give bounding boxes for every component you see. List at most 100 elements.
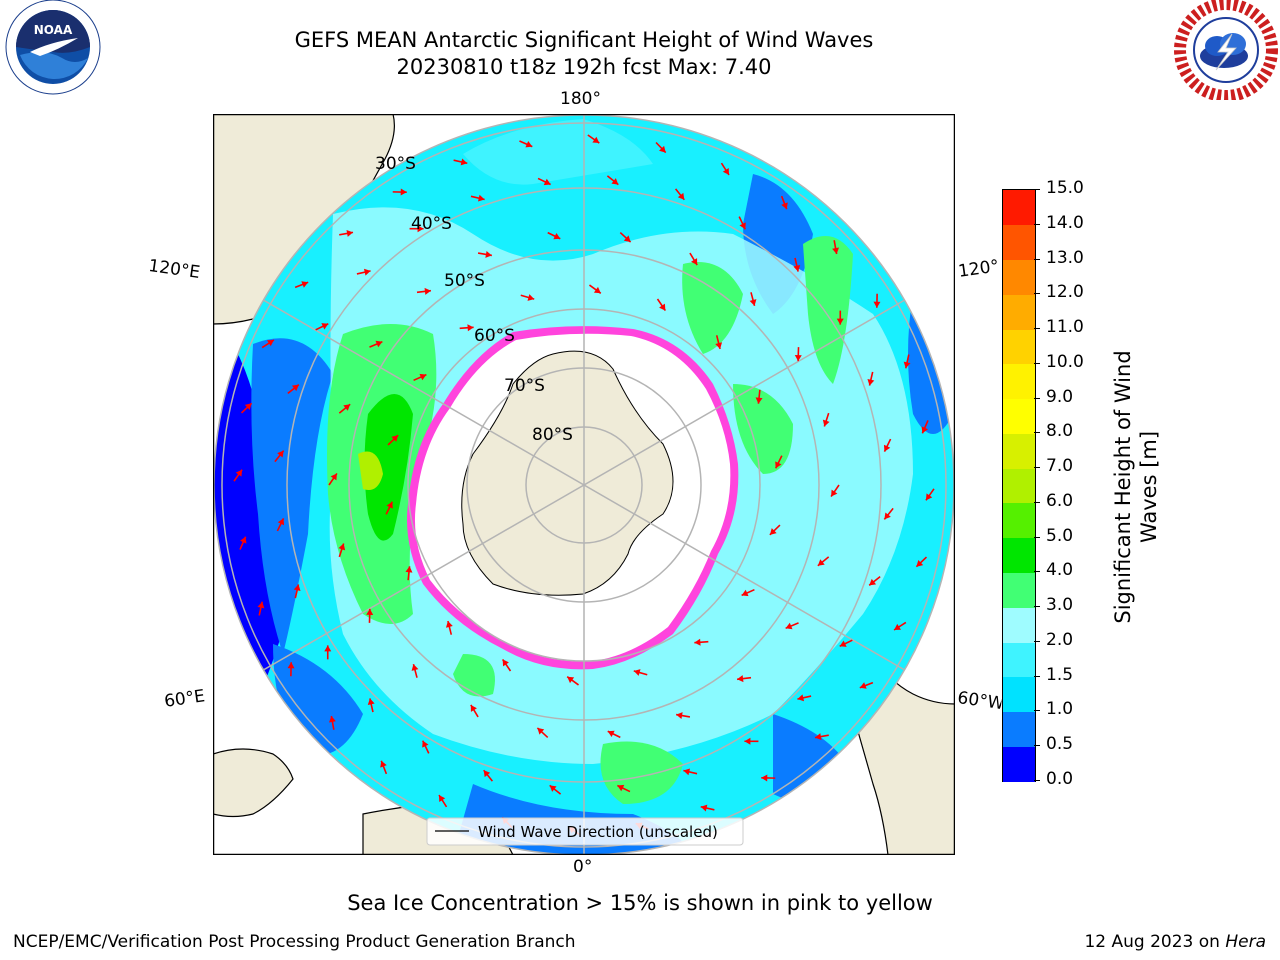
wave-arrow-head — [755, 397, 763, 404]
wave-arrow-head — [321, 323, 329, 330]
wave-arrow-head — [502, 659, 509, 667]
colorbar-tick-label: 0.0 — [1046, 769, 1074, 789]
wave-arrow-head — [859, 682, 867, 689]
wave-arrow-head — [839, 640, 847, 647]
wave-arrow-head — [277, 450, 284, 458]
map-subtitle: 20230810 t18z 192h fcst Max: 7.40 — [396, 55, 772, 79]
lat-label-30: 30°S — [375, 154, 416, 174]
colorbar-tick-mark — [1034, 293, 1040, 295]
lon-label-120w: 120° — [957, 256, 1001, 282]
colorbar-tick-label: 10.0 — [1046, 351, 1084, 372]
wave-arrow-head — [761, 774, 768, 782]
wave-arrow-head — [883, 444, 891, 452]
colorbar-tick-mark — [1034, 258, 1040, 260]
wave-arrow-head — [445, 621, 453, 628]
wave-arrow-head — [677, 192, 685, 200]
wave-arrow-head — [483, 770, 491, 778]
colorbar-tick-mark — [1034, 606, 1040, 608]
colorbar-label: Significant Height of Wind Waves [m] — [1104, 337, 1164, 637]
wave-arrow-head — [659, 145, 666, 153]
wave-arrow-head — [400, 188, 407, 196]
wave-arrow-head — [240, 536, 247, 544]
wave-arrow-head — [460, 158, 468, 166]
colorbar-tick-label: 12.0 — [1046, 282, 1084, 303]
colorbar-tick-label: 0.5 — [1046, 734, 1074, 755]
wave-arrow-head — [611, 178, 619, 185]
wave-arrow-head — [287, 662, 295, 669]
wave-arrow-head — [375, 340, 383, 348]
colorbar-segment — [1003, 190, 1035, 226]
wave-arrow-head — [873, 301, 881, 308]
colorbar-segment — [1003, 641, 1035, 678]
colorbar-segment — [1003, 468, 1035, 504]
colorbar-tick-mark — [1034, 745, 1040, 747]
colorbar-tick-mark — [1034, 328, 1040, 330]
colorbar-tick-mark — [1034, 501, 1040, 503]
wave-arrow-head — [694, 638, 701, 646]
wave-arrow-head — [257, 601, 265, 609]
wave-arrow-head — [691, 258, 698, 266]
wave-arrow-head — [832, 247, 840, 255]
colorbar-segment — [1003, 676, 1035, 713]
lat-label-50: 50°S — [444, 271, 485, 291]
wave-arrow-head — [925, 493, 933, 501]
colorbar-tick-label: 6.0 — [1046, 490, 1074, 511]
wave-arrow-head — [366, 608, 374, 615]
wave-arrow-head — [553, 232, 561, 240]
noaa-logo: NOAA — [0, 0, 110, 100]
colorbar-tick-mark — [1034, 397, 1040, 399]
wave-arrow-head — [411, 664, 419, 671]
wave-arrow-head — [543, 178, 551, 186]
lat-label-40: 40°S — [411, 214, 452, 234]
colorbar-tick-label: 2.0 — [1046, 629, 1074, 650]
wave-arrow-head — [744, 737, 751, 745]
wave-arrow-head — [737, 675, 744, 683]
wave-arrow-head — [785, 622, 793, 630]
colorbar-tick-label: 14.0 — [1046, 212, 1084, 233]
wave-arrow-head — [291, 384, 299, 392]
svg-text:NOAA: NOAA — [34, 23, 73, 37]
wave-arrow-head — [424, 287, 431, 295]
wave-arrow-head — [633, 669, 641, 676]
colorbar-segment — [1003, 363, 1035, 400]
colorbar — [1002, 189, 1036, 782]
wave-arrow-head — [537, 727, 545, 735]
wave-arrow-head — [916, 560, 924, 567]
colorbar-label-line1: Significant Height of Wind — [1111, 350, 1135, 623]
lon-label-0: 0° — [573, 857, 593, 877]
wave-arrow-head — [741, 589, 749, 597]
colorbar-segment — [1003, 259, 1035, 295]
wave-arrow-head — [739, 222, 746, 230]
wave-arrow-head — [343, 404, 351, 411]
lon-label-60e: 60°E — [163, 686, 207, 712]
wave-arrow-head — [405, 566, 413, 573]
colorbar-tick-mark — [1034, 571, 1040, 573]
wave-arrow-head — [814, 733, 822, 741]
lat-label-60: 60°S — [474, 326, 515, 346]
colorbar-segment — [1003, 224, 1035, 261]
wave-arrow-head — [869, 578, 877, 586]
colorbar-tick-mark — [1034, 675, 1040, 677]
colorbar-tick-mark — [1034, 536, 1040, 538]
wave-arrow-head — [903, 361, 911, 369]
wave-arrow-head — [567, 676, 575, 684]
lon-label-180: 180° — [560, 89, 601, 109]
lon-label-120e: 120°E — [147, 256, 202, 284]
colorbar-tick-mark — [1034, 223, 1040, 225]
wave-arrow-head — [749, 299, 757, 306]
wave-arrow-head — [301, 281, 309, 288]
wave-arrow-head — [659, 303, 666, 311]
wave-arrow-head — [836, 318, 844, 325]
wave-arrow-head — [592, 136, 600, 144]
wave-arrow-head — [363, 268, 371, 276]
wave-arrow-head — [477, 194, 485, 202]
colorbar-tick-label: 11.0 — [1046, 317, 1084, 338]
colorbar-ticks: 0.0 0.5 1.0 1.5 2.0 3.0 4.0 5.0 6.0 7.0 8.0 9.0 10.0… — [1034, 178, 1104, 790]
wave-arrow-head — [367, 698, 375, 706]
wave-arrow-head — [417, 225, 424, 233]
wave-arrow-head — [525, 141, 533, 148]
wave-arrow-head — [894, 623, 902, 630]
colorbar-segment — [1003, 607, 1035, 643]
wave-arrow-head — [380, 760, 387, 768]
wave-arrow-head — [781, 202, 788, 210]
